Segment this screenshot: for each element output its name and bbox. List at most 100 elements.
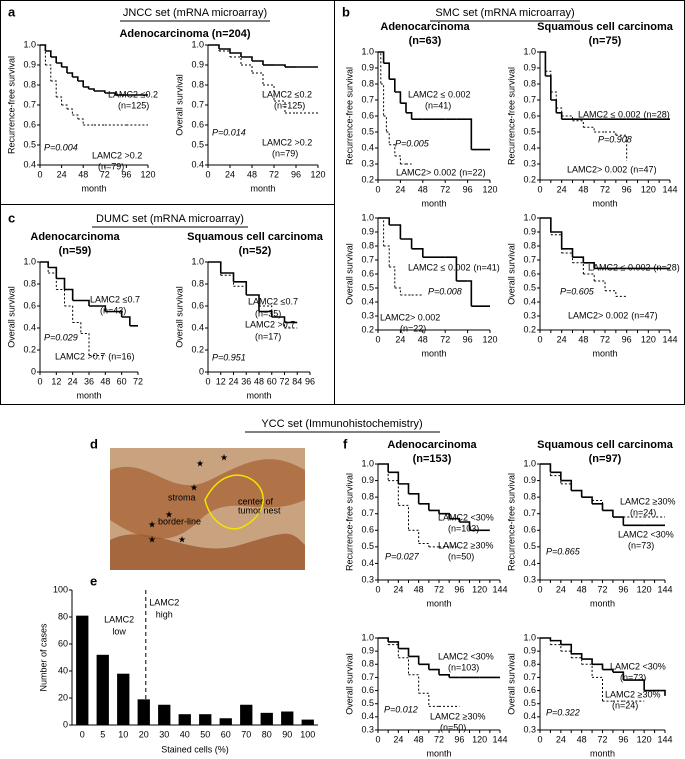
survival-step	[550, 644, 562, 652]
x-tick-label: 72	[597, 734, 607, 744]
y-tick-label: 0.9	[361, 646, 374, 656]
legend-n: (n=35)	[255, 308, 281, 318]
chart-subtitle: (n=97)	[589, 453, 622, 465]
x-tick-label: 120	[482, 334, 497, 344]
legend-label: LAMC2 ≤ 0.002	[578, 109, 640, 119]
star: ★	[148, 519, 156, 529]
y-axis-label: Recurrence-free survival	[344, 67, 354, 165]
y-tick-label: 0.4	[361, 142, 374, 152]
y-tick-label: 0.9	[523, 62, 536, 72]
x-tick-label: 48	[100, 376, 110, 386]
x-tick-label: 120	[472, 584, 487, 594]
legend-label: LAMC2 <30%	[618, 529, 674, 539]
survival-step	[556, 112, 563, 120]
legend-n: (n=22)	[459, 167, 485, 177]
survival-step	[88, 88, 95, 91]
chart-title: Adenocarcinoma	[30, 231, 120, 243]
x-axis-label: month	[421, 198, 446, 208]
survival-step	[378, 463, 389, 473]
legend-label: LAMC2 ≤0.7	[248, 296, 298, 306]
survival-step	[259, 305, 273, 317]
star: ★	[165, 509, 173, 519]
y-tick-label: 0.8	[523, 78, 536, 88]
survival-step	[40, 44, 46, 65]
x-tick-label: 24	[556, 734, 566, 744]
x-tick-label: 120	[310, 169, 325, 179]
y-tick-label: 0	[199, 366, 204, 376]
x-tick-label: 40	[180, 729, 190, 739]
y-tick-label: 0.2	[23, 344, 36, 354]
x-tick-label: 84	[292, 376, 302, 386]
set-title: YCC set (Immunohistochemistry)	[261, 418, 422, 430]
survival-step	[445, 256, 458, 281]
x-axis-label: month	[426, 748, 451, 758]
x-tick-label: 72	[279, 376, 289, 386]
p-value: P=0.004	[44, 142, 78, 152]
x-tick-label: 50	[200, 729, 210, 739]
y-tick-label: 0.5	[523, 282, 536, 292]
survival-step	[386, 131, 390, 145]
p-value: P=0.012	[384, 704, 418, 714]
y-tick-label: 0.9	[523, 226, 536, 236]
y-tick-label: 0.5	[361, 282, 374, 292]
panel-frame	[334, 0, 685, 405]
star: ★	[148, 534, 156, 544]
survival-step	[459, 521, 471, 531]
legend-n: (n=41)	[473, 262, 499, 272]
chart-title: Adenocarcinoma (n=204)	[119, 28, 250, 40]
survival-step	[581, 496, 593, 504]
bar	[178, 714, 191, 725]
survival-step	[550, 234, 563, 253]
x-tick-label: 12	[51, 376, 61, 386]
survival-step	[67, 108, 73, 115]
y-tick-label: 1.0	[361, 212, 374, 222]
y-axis-label: Overall survival	[344, 243, 354, 305]
x-tick-label: 72	[600, 334, 610, 344]
p-value: P=0.027	[385, 551, 420, 561]
x-tick-label: 30	[159, 729, 169, 739]
x-tick-label: 144	[492, 584, 507, 594]
x-tick-label: 24	[557, 184, 567, 194]
legend-n: (n=50)	[448, 551, 474, 561]
x-tick-label: 48	[418, 184, 428, 194]
x-axis-label: month	[421, 348, 446, 358]
legend-n: (n=47)	[630, 164, 656, 174]
bar	[96, 654, 109, 725]
image-tissue	[110, 459, 305, 539]
y-tick-label: 0.4	[23, 322, 36, 332]
x-tick-label: 36	[84, 376, 94, 386]
y-tick-label: 0.7	[523, 254, 536, 264]
survival-step	[581, 663, 593, 678]
x-tick-label: 96	[618, 584, 628, 594]
y-tick-label: 40	[58, 665, 68, 675]
bar	[301, 719, 314, 725]
tumor-outline	[204, 474, 264, 530]
survival-step	[572, 256, 585, 263]
y-tick-label: 0.6	[361, 268, 374, 278]
y-tick-label: 0.7	[523, 94, 536, 104]
star: ★	[220, 452, 228, 462]
x-tick-label: 24	[225, 169, 235, 179]
y-tick-label: 1.0	[523, 212, 536, 222]
x-tick-label: 60	[267, 376, 277, 386]
y-tick-label: 0.8	[361, 659, 374, 669]
survival-step	[644, 689, 666, 696]
x-tick-label: 0	[375, 184, 380, 194]
survival-step	[64, 305, 74, 323]
y-tick-label: 0.9	[523, 475, 536, 485]
legend-n: (n=79)	[98, 161, 124, 171]
x-tick-label: 0	[537, 334, 542, 344]
y-tick-label: 0.2	[361, 174, 374, 184]
y-tick-label: 0.6	[523, 268, 536, 278]
y-axis-label: Recurrence-free survival	[344, 473, 354, 571]
x-tick-label: 72	[133, 376, 143, 386]
y-tick-label: 0.4	[191, 159, 204, 169]
survival-step	[612, 671, 625, 681]
survival-step	[208, 261, 222, 273]
survival-step	[40, 261, 49, 273]
survival-step	[77, 118, 84, 125]
legend-n: (n=28)	[643, 109, 669, 119]
y-axis-label: Overall survival	[506, 243, 516, 305]
legend-label: LAMC2 ≤ 0.002	[408, 262, 470, 272]
survival-step	[571, 489, 583, 498]
